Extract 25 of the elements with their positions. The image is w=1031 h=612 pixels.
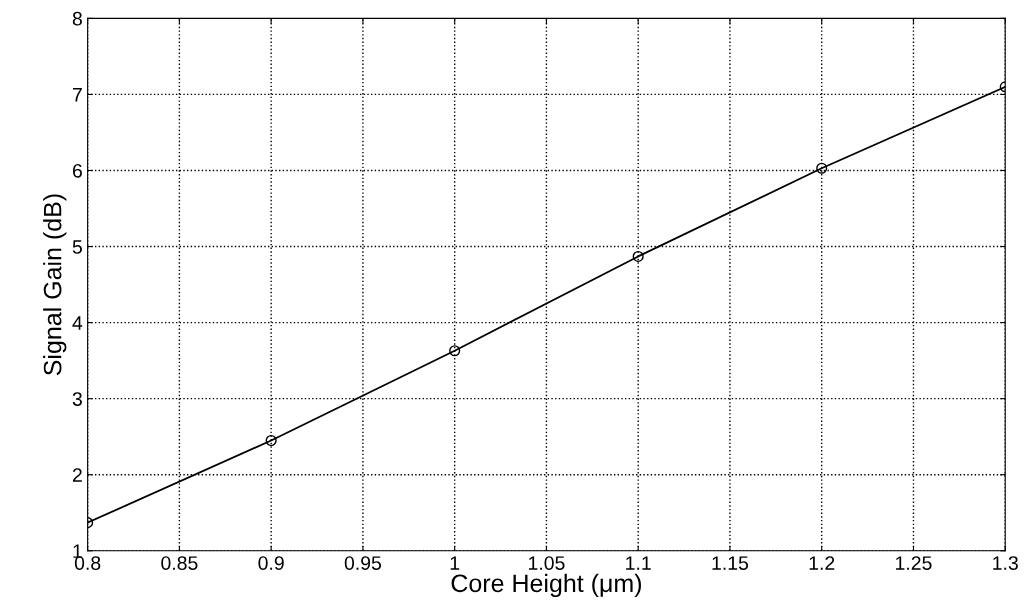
x-tick-label: 1.25 (896, 556, 932, 570)
y-tick-label: 7 (72, 88, 82, 102)
point (265, 434, 277, 447)
x-tick-label: 1.2 (809, 556, 835, 570)
y-tick-label: 3 (72, 392, 82, 406)
x-tick-label: 0.8 (74, 556, 101, 570)
y-tick-label: 1 (73, 544, 82, 558)
point (449, 345, 461, 357)
point (816, 162, 828, 174)
x-tick-label: 0.9 (258, 556, 284, 570)
x-tick-label: 0.95 (344, 556, 382, 570)
x-axis-title: Core Height (μm) (451, 573, 641, 598)
x-tick-label: 1.3 (993, 556, 1018, 570)
y-tick-label: 6 (72, 163, 82, 178)
y-tick-label: 4 (72, 316, 83, 330)
x-tick-label: 0.85 (161, 556, 198, 570)
x-tick-label: 1.15 (712, 556, 749, 570)
y-tick-label: 8 (72, 11, 82, 26)
x-tick-label: 1 (450, 556, 460, 570)
point (632, 250, 644, 262)
y-tick-label: 2 (72, 468, 82, 482)
x-tick-label: 1.1 (626, 556, 651, 570)
y-tick-label: 5 (72, 240, 82, 254)
x-tick-label: 1.05 (528, 556, 565, 570)
y-axis-title: Signal Gain (dB) (43, 194, 67, 376)
